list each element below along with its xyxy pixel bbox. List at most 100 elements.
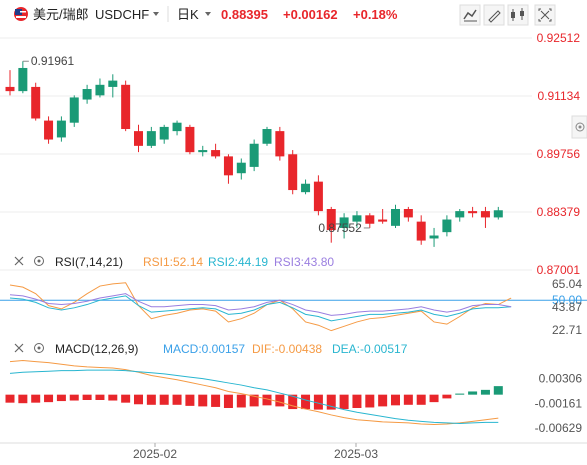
rsi-panel: RSI(7,14,21) RSI1:52.14 RSI2:44.19 RSI3:43… (0, 255, 587, 337)
candle-body (249, 143, 259, 167)
rsi-legend: RSI1:52.14 RSI2:44.19 RSI3:43.80 (143, 255, 334, 269)
macd-histogram (5, 386, 503, 410)
macd-bar (108, 394, 118, 401)
x-tick-label: 2025-02 (133, 447, 177, 461)
draw-tool-button[interactable] (483, 4, 505, 26)
candle-body (172, 122, 182, 132)
rsi-tick-label: 50.00 (552, 293, 582, 307)
rsi-legend-item: RSI3:43.80 (274, 255, 334, 269)
candle-body (134, 131, 143, 146)
macd-bar (159, 394, 169, 405)
rsi-legend-item: RSI1:52.14 (143, 255, 203, 269)
rsi-legend-item: RSI2:44.19 (208, 255, 268, 269)
candlestick-button[interactable] (507, 4, 529, 26)
price-panel: 0.92512 0.91134 0.89756 0.88379 0.87001 0.91… (0, 31, 580, 277)
price-change: +0.00162 (283, 7, 338, 22)
macd-legend-item: DIF:-0.00438 (252, 342, 322, 356)
candle-body (442, 219, 452, 233)
price-axis: 0.92512 0.91134 0.89756 0.88379 0.87001 (537, 31, 581, 277)
candle-body (455, 211, 465, 218)
macd-bar (391, 394, 400, 406)
macd-bar (249, 394, 259, 407)
macd-dif-line (9, 360, 499, 426)
settings-side-button[interactable] (571, 115, 587, 139)
candle-series (5, 61, 503, 247)
gear-icon (34, 343, 44, 353)
price-tick-label: 0.87001 (537, 263, 581, 277)
caret-down-icon (153, 12, 159, 16)
line-chart-button[interactable] (459, 4, 481, 26)
candle-body (468, 211, 478, 214)
rsi-close-button[interactable] (14, 256, 24, 266)
macd-bar (236, 394, 246, 408)
fullscreen-button[interactable] (534, 4, 556, 26)
macd-close-button[interactable] (14, 343, 24, 353)
macd-bar (82, 394, 92, 400)
candle-body (365, 215, 375, 224)
settings-icon (575, 122, 585, 132)
caret-down-icon (205, 12, 211, 16)
candle-body (480, 211, 490, 218)
candle-body (326, 209, 336, 231)
macd-title: MACD(12,26,9) (55, 342, 138, 356)
price-tick-label: 0.89756 (537, 147, 581, 161)
macd-settings-button[interactable] (34, 343, 44, 353)
macd-bar (313, 394, 323, 410)
rsi-settings-button[interactable] (34, 256, 44, 266)
candle-body (185, 126, 195, 153)
macd-bar (339, 394, 349, 410)
price-tick-label: 0.91134 (538, 89, 581, 103)
macd-legend-item: MACD:0.00157 (163, 342, 245, 356)
close-icon (14, 256, 24, 266)
symbol-label: USDCHF (95, 7, 149, 22)
macd-bar (429, 394, 439, 403)
fullscreen-icon (538, 8, 552, 22)
pair-name: 美元/瑞郎 (33, 7, 89, 22)
rsi-line-rsi2 (9, 295, 512, 322)
low-price-label: 0.87552 (318, 221, 362, 235)
candle-body (262, 129, 272, 144)
macd-bar (56, 394, 66, 402)
candle-body (352, 215, 362, 222)
candle-body (275, 131, 285, 157)
candle-body (82, 89, 92, 100)
price-annotations: 0.91961 0.87552 (22, 54, 370, 235)
macd-bar (262, 394, 272, 406)
macd-tick-label: 0.00306 (539, 371, 583, 385)
macd-bar (493, 386, 503, 395)
macd-bar (301, 394, 311, 410)
candle-body (69, 97, 79, 123)
macd-bar (468, 391, 478, 395)
macd-bar (352, 394, 362, 408)
price-grid (0, 37, 532, 271)
candle-body (211, 150, 221, 157)
candle-body (121, 84, 131, 130)
macd-bar (326, 394, 336, 410)
chart-header: 美元/瑞郎 USDCHF 日K 0.88395 +0.00162 +0.18% (14, 4, 587, 139)
rsi-axis: 65.04 50.0043.87 22.71 (0, 277, 587, 337)
price-tick-label: 0.92512 (537, 31, 581, 45)
macd-lines (9, 360, 499, 426)
rsi-tick-label: 43.87 (552, 300, 582, 314)
current-price: 0.88395 (221, 7, 268, 22)
macd-tick-label: -0.00629 (535, 421, 583, 435)
rsi-tick-label: 65.04 (552, 277, 582, 291)
line-chart-icon (463, 9, 477, 20)
macd-bar (134, 394, 143, 405)
rsi-tick-label: 22.71 (552, 323, 582, 337)
macd-tick-label: -0.00161 (535, 396, 583, 410)
symbol-dropdown[interactable] (153, 12, 159, 16)
candle-body (416, 221, 426, 241)
macd-bar (480, 389, 490, 395)
macd-bar (455, 393, 465, 395)
macd-legend: MACD:0.00157 DIF:-0.00438 DEA:-0.00517 (163, 342, 408, 356)
candle-body (301, 183, 311, 193)
candle-body (429, 235, 439, 239)
macd-bar (5, 394, 15, 403)
period-selector[interactable]: 日K (177, 7, 211, 22)
rsi-line-rsi3 (9, 293, 512, 316)
candle-body (31, 86, 41, 119)
macd-bar (275, 394, 285, 407)
rsi-title: RSI(7,14,21) (55, 255, 123, 269)
macd-bar (121, 394, 131, 403)
